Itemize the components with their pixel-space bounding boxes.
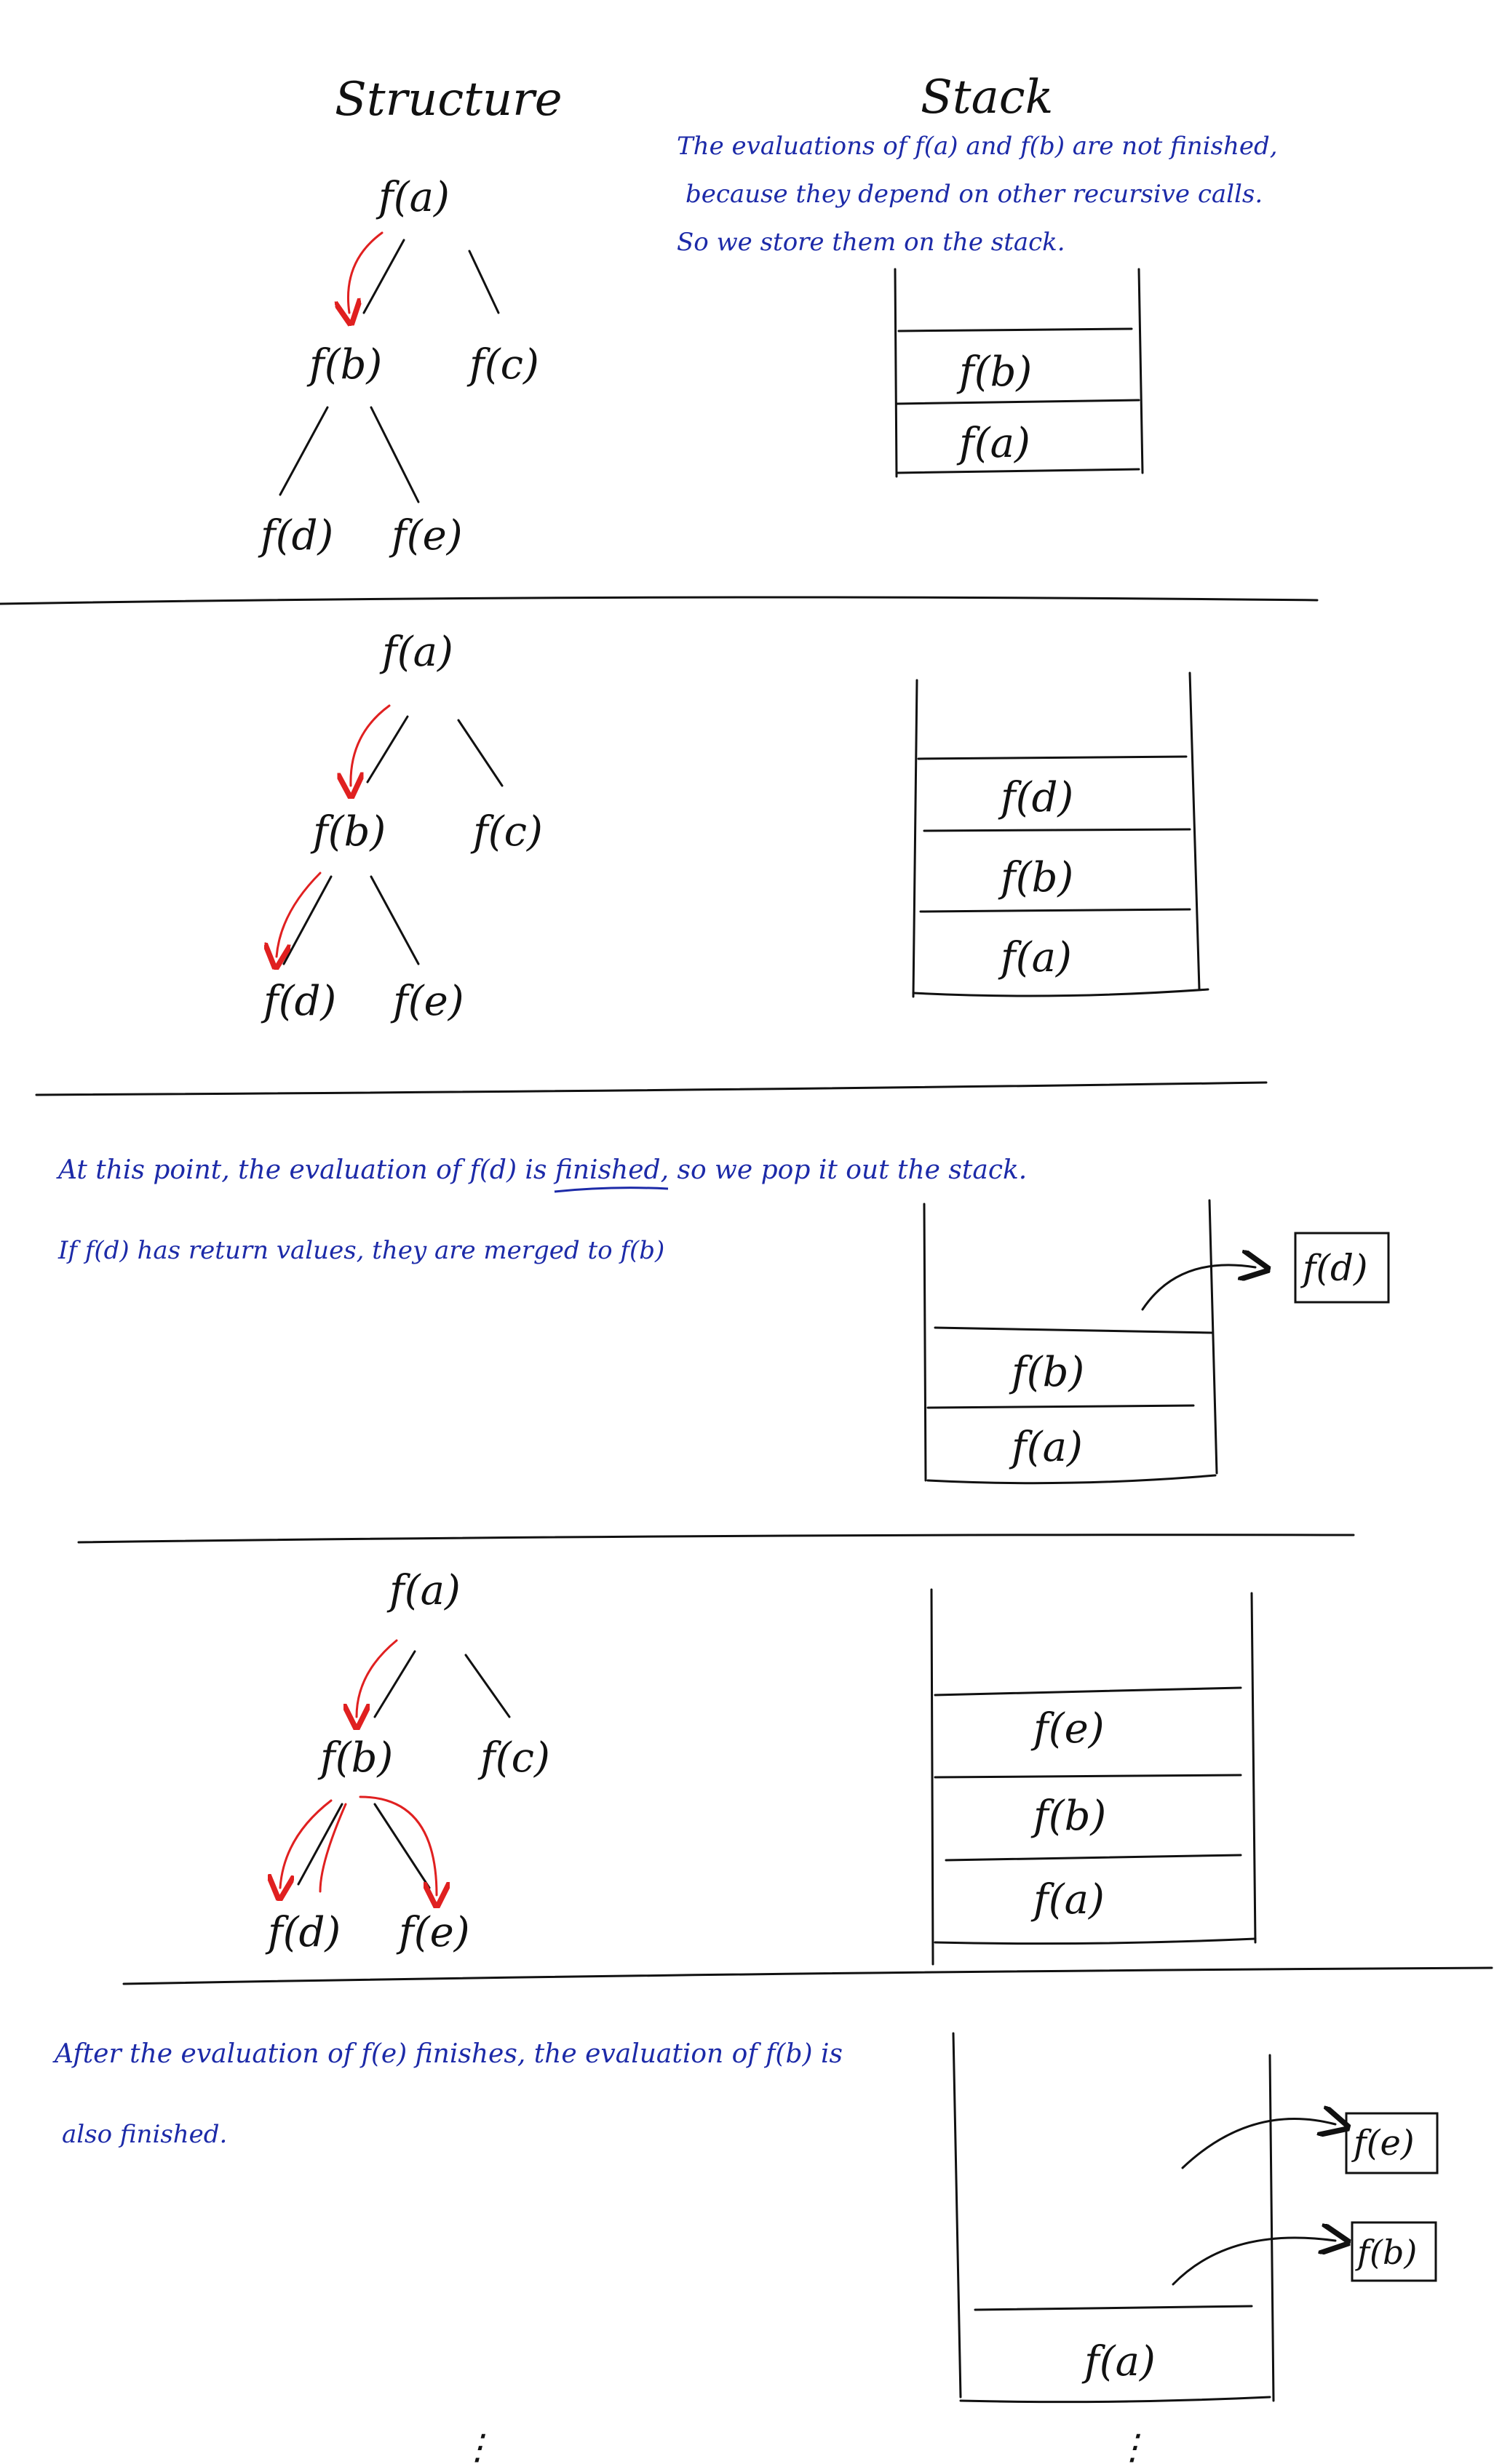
pop-arrow: [1141, 1265, 1255, 1311]
stack-frame-bottom: f(a): [1009, 1424, 1083, 1471]
stack-frame-bottom: f(a): [956, 420, 1030, 467]
tree-node-e: f(e): [396, 1909, 470, 1956]
stack-frame-3: f(a): [998, 934, 1072, 981]
stack-frame-top: f(b): [1009, 1349, 1084, 1396]
stack-frame-top: f(b): [956, 348, 1032, 396]
pop-note-line-1: At this point, the evaluation of f(d) is…: [56, 1155, 1027, 1185]
pop-arrow-e: [1181, 2119, 1335, 2169]
tree-node-a: f(a): [386, 1567, 461, 1614]
tree-node-a: f(a): [376, 174, 450, 221]
divider-3: [77, 1534, 1355, 1544]
popped-frame-box-e: [1345, 2112, 1439, 2174]
divider-2: [35, 1081, 1268, 1096]
stack-frame-bottom: f(a): [1081, 2338, 1156, 2385]
tree-node-e: f(e): [390, 978, 464, 1025]
stack-panel-5: f(a) f(e) f(b): [952, 2032, 1439, 2404]
tree-node-c: f(c): [466, 341, 539, 388]
continuation-left: ⋮: [460, 2427, 495, 2464]
finish-note-line-2: also finished.: [62, 2120, 227, 2149]
tree-node-d: f(d): [265, 1909, 341, 1956]
tree-node-a: f(a): [379, 629, 453, 676]
intro-note-line-1: The evaluations of f(a) and f(b) are not…: [677, 132, 1278, 161]
divider-4: [122, 1966, 1493, 1985]
stack-panel-3: f(b) f(a) f(d): [923, 1199, 1390, 1485]
popped-frame-label-b: f(b): [1355, 2233, 1417, 2272]
tree-node-e: f(e): [389, 512, 463, 559]
stack-frame-3: f(a): [1030, 1876, 1105, 1923]
stack-panel-2: f(d) f(b) f(a): [912, 671, 1209, 998]
stack-frame-1: f(e): [1030, 1705, 1105, 1753]
structure-header: Structure: [335, 73, 563, 127]
popped-frame-label-e: f(e): [1351, 2123, 1415, 2164]
tree-panel-1: f(a) f(b) f(c) f(d) f(e): [258, 174, 539, 559]
stack-panel-1: f(b) f(a): [894, 268, 1144, 478]
stack-frame-2: f(b): [1030, 1793, 1106, 1840]
popped-frame-box: [1294, 1232, 1390, 1304]
pop-note-line-2: If f(d) has return values, they are merg…: [57, 1236, 664, 1265]
divider-1: [0, 596, 1319, 605]
tree-node-c: f(c): [470, 808, 543, 856]
popped-frame-box-b: [1351, 2221, 1437, 2282]
stack-frame-2: f(b): [998, 854, 1073, 901]
tree-node-c: f(c): [477, 1734, 550, 1782]
stack-header: Stack: [921, 71, 1053, 124]
tree-node-d: f(d): [261, 978, 336, 1025]
stack-panel-4: f(e) f(b) f(a): [930, 1588, 1257, 1966]
continuation-right: ⋮: [1115, 2427, 1150, 2464]
tree-node-d: f(d): [258, 512, 333, 559]
tree-node-b: f(b): [310, 808, 386, 856]
finish-note-line-1: After the evaluation of f(e) finishes, t…: [52, 2039, 843, 2069]
tree-panel-4: f(a) f(b) f(c) f(d) f(e): [265, 1567, 550, 1956]
finished-underline: [554, 1187, 669, 1193]
tree-node-b: f(b): [317, 1734, 393, 1782]
intro-note-line-2: because they depend on other recursive c…: [686, 180, 1263, 209]
pop-arrow-b: [1172, 2238, 1335, 2286]
tree-panel-2: f(a) f(b) f(c) f(d) f(e): [261, 629, 543, 1025]
intro-note-line-3: So we store them on the stack.: [677, 228, 1065, 257]
popped-frame-label: f(d): [1300, 1247, 1368, 1289]
tree-node-b: f(b): [306, 341, 382, 388]
stack-frame-1: f(d): [998, 774, 1073, 821]
